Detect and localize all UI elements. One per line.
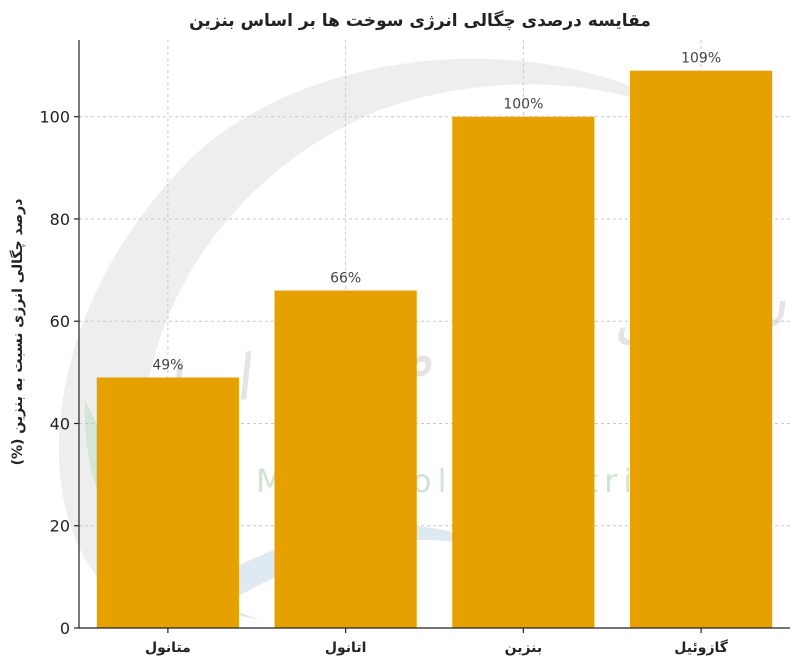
chart-title: مقایسه درصدی چگالی انرژی سوخت ها بر اساس… [189,10,651,31]
data-label: 109% [681,51,721,67]
y-tick-label: 80 [50,210,70,229]
data-label: 66% [330,271,361,287]
data-label: 100% [503,97,543,113]
data-label: 49% [152,357,183,373]
bar [452,116,595,629]
bar [274,290,417,628]
y-tick-label: 40 [50,414,70,433]
y-tick-label: 100 [39,108,70,127]
x-tick-label: اتانول [325,640,367,656]
x-tick-label: گازوئیل [674,639,728,656]
x-tick-labels: متانول اتانول بنزین گازوئیل [145,628,729,656]
y-tick-labels: 0 20 40 60 80 100 [39,108,79,638]
y-tick-label: 60 [50,312,70,331]
data-labels: 49% 66% 100% 109% [152,51,721,374]
x-tick-label: متانول [145,640,191,656]
y-tick-label: 20 [50,517,70,536]
bars [96,70,773,629]
y-axis-label: درصد چگالی انرژی نسبت به بنزین (%) [9,199,26,466]
x-tick-label: بنزین [505,640,543,656]
bar [96,377,239,628]
watermark-swoosh-gray [58,58,720,600]
bar [630,70,773,628]
y-tick-label: 0 [60,619,70,638]
